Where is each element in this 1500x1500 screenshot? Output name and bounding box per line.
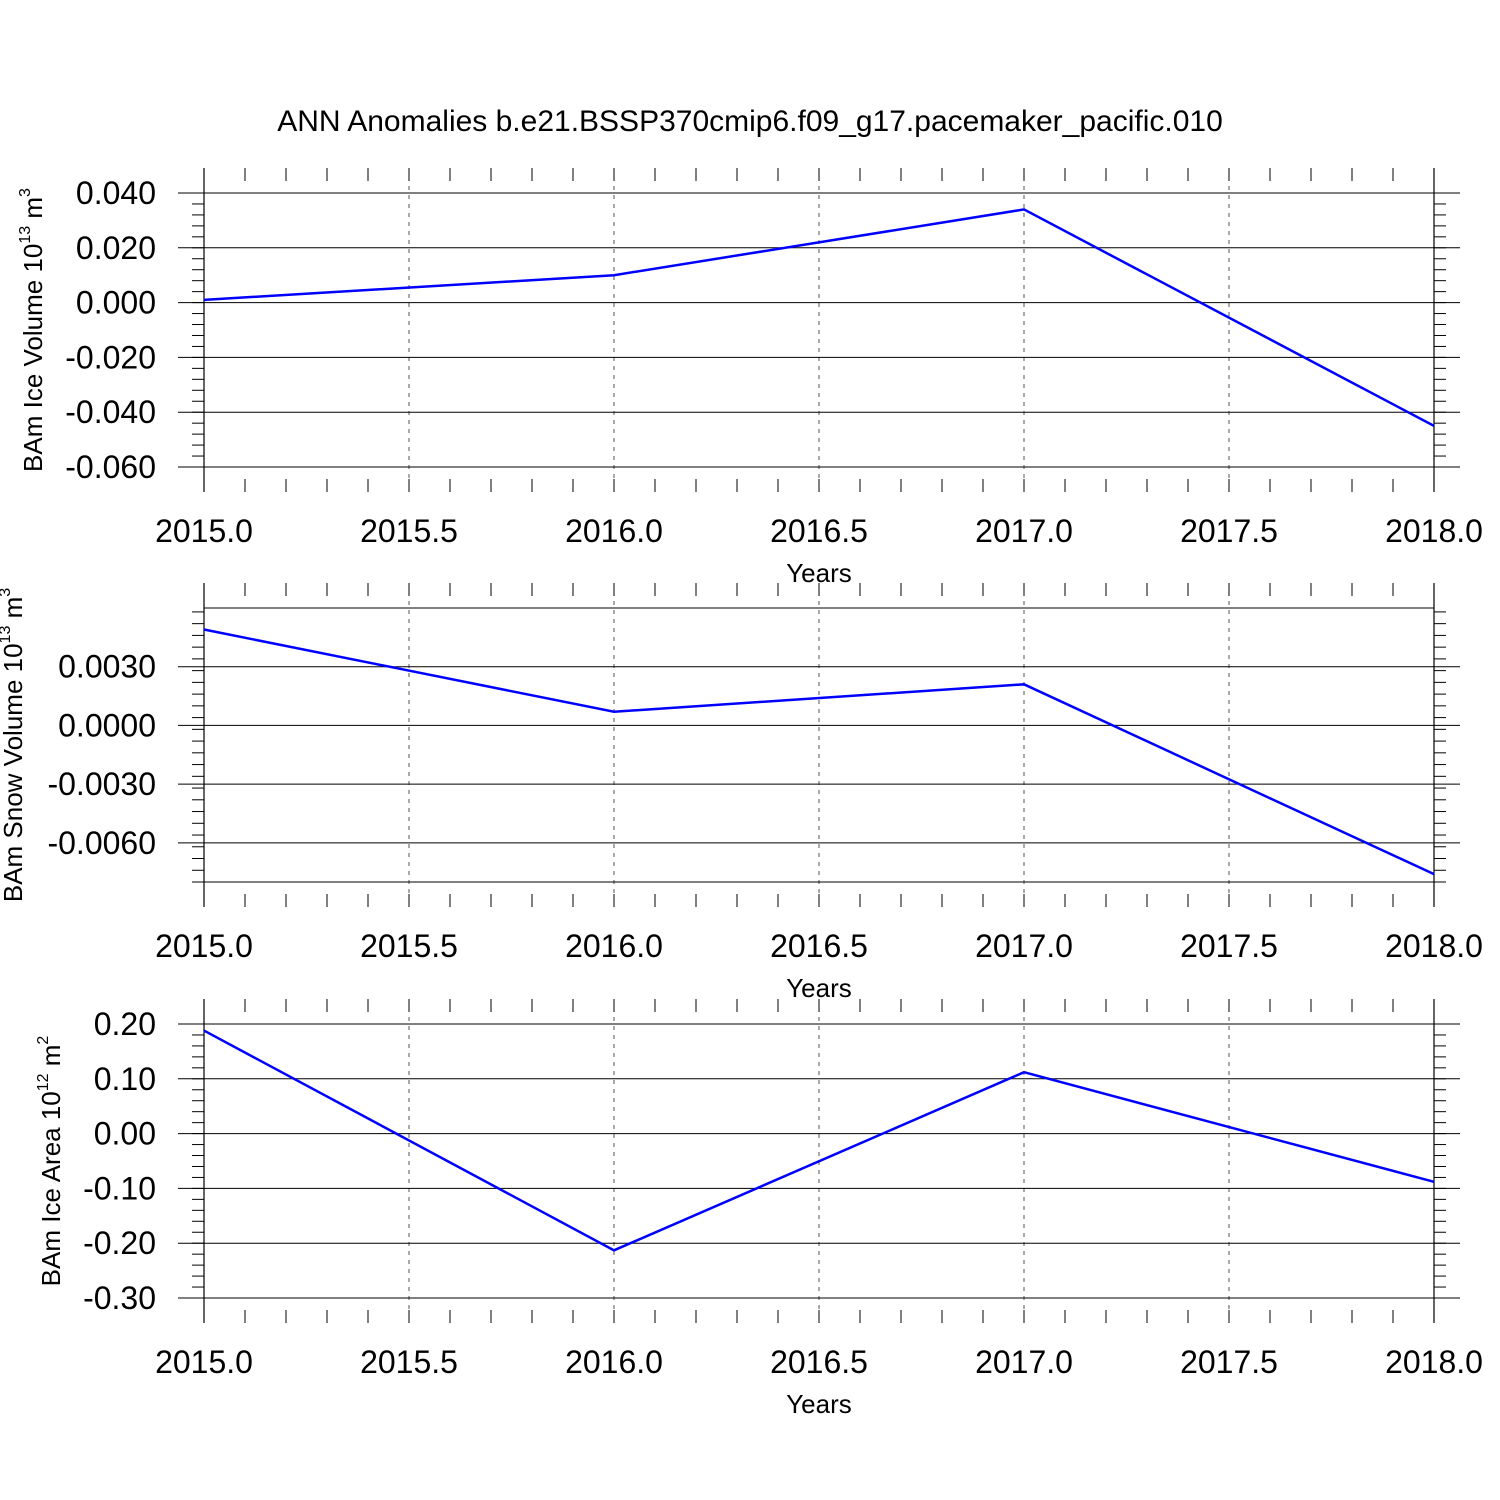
x-tick-label: 2016.0 xyxy=(565,1344,663,1380)
panel-2: 0.0030 0.0000 -0.0030 -0.0060 2015.0 2015.5 20… xyxy=(0,583,1483,1003)
x-tick-label: 2016.0 xyxy=(565,513,663,549)
y-tick-label: -0.10 xyxy=(83,1170,156,1206)
x-tick-label: 2016.5 xyxy=(770,928,868,964)
x-tick-label: 2016.5 xyxy=(770,513,868,549)
y-tick-label: -0.0030 xyxy=(47,766,156,802)
y-tick-label: -0.040 xyxy=(65,394,156,430)
x-axis-label: Years xyxy=(786,973,852,1003)
x-axis-label: Years xyxy=(786,1389,852,1419)
y-tick-label: -0.30 xyxy=(83,1280,156,1316)
y-tick-label: 0.0000 xyxy=(58,707,156,743)
y-tick-label: -0.020 xyxy=(65,339,156,375)
x-tick-label: 2017.5 xyxy=(1180,513,1278,549)
x-tick-label: 2017.5 xyxy=(1180,928,1278,964)
x-tick-label: 2018.0 xyxy=(1385,1344,1483,1380)
y-tick-label: -0.0060 xyxy=(47,825,156,861)
x-tick-label: 2015.5 xyxy=(360,928,458,964)
x-tick-label: 2015.5 xyxy=(360,513,458,549)
series-line xyxy=(203,208,1435,428)
x-tick-label: 2015.0 xyxy=(155,513,253,549)
series-line xyxy=(203,1029,1435,1252)
x-tick-label: 2018.0 xyxy=(1385,928,1483,964)
x-tick-label: 2016.5 xyxy=(770,1344,868,1380)
x-tick-label: 2018.0 xyxy=(1385,513,1483,549)
panel-3: 0.20 0.10 0.00 -0.10 -0.20 -0.30 2015.0 2015.5 2… xyxy=(35,999,1483,1419)
x-tick-label: 2017.0 xyxy=(975,1344,1073,1380)
x-tick-label: 2017.0 xyxy=(975,513,1073,549)
series-line xyxy=(203,628,1435,876)
y-tick-label: 0.020 xyxy=(76,230,156,266)
chart-title: ANN Anomalies b.e21.BSSP370cmip6.f09_g17… xyxy=(277,105,1223,138)
y-tick-label: 0.20 xyxy=(94,1006,156,1042)
x-tick-label: 2015.0 xyxy=(155,1344,253,1380)
y-tick-label: -0.20 xyxy=(83,1225,156,1261)
y-axis-label: BAm Snow Volume 1013 m3 xyxy=(0,588,28,902)
y-tick-label: 0.10 xyxy=(94,1061,156,1097)
x-tick-label: 2015.5 xyxy=(360,1344,458,1380)
y-tick-label: 0.00 xyxy=(94,1116,156,1152)
x-tick-label: 2015.0 xyxy=(155,928,253,964)
y-tick-label: 0.040 xyxy=(76,175,156,211)
x-tick-label: 2016.0 xyxy=(565,928,663,964)
panel-1: 0.040 0.020 0.000 -0.020 -0.040 -0.060 2015.0 2… xyxy=(17,168,1483,588)
y-tick-label: -0.060 xyxy=(65,449,156,485)
y-tick-label: 0.0030 xyxy=(58,649,156,685)
y-axis-label: BAm Ice Area 1012 m2 xyxy=(35,1036,66,1287)
y-axis-label: BAm Ice Volume 1013 m3 xyxy=(17,188,48,472)
x-tick-label: 2017.0 xyxy=(975,928,1073,964)
y-tick-label: 0.000 xyxy=(76,285,156,321)
x-tick-label: 2017.5 xyxy=(1180,1344,1278,1380)
